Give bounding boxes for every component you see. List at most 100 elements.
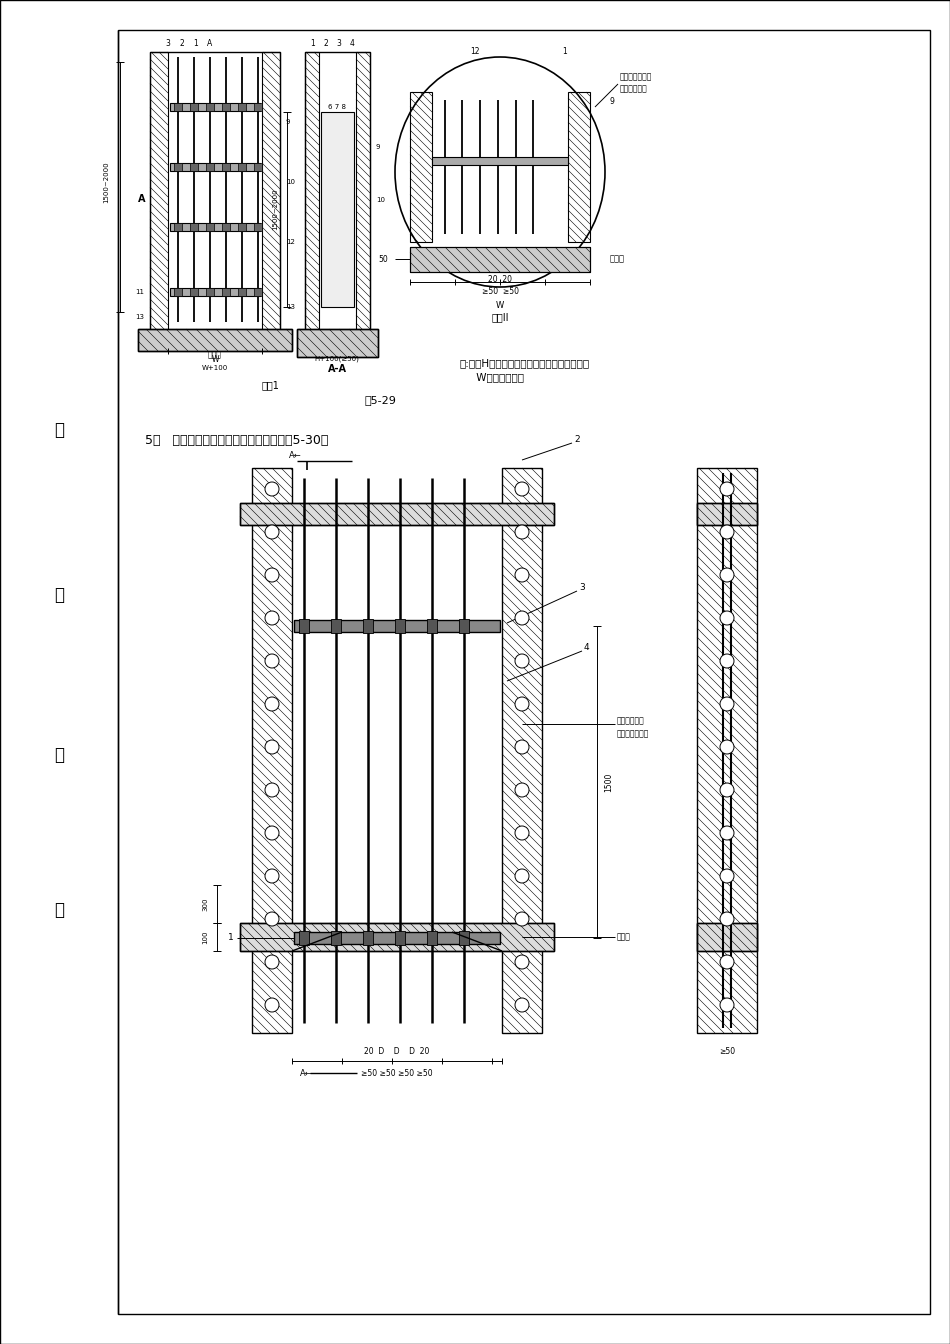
- Bar: [254, 223, 262, 231]
- Bar: [206, 288, 214, 296]
- Text: A←: A←: [289, 452, 302, 461]
- Circle shape: [265, 870, 279, 883]
- Text: 12: 12: [470, 47, 480, 56]
- Bar: [150, 52, 168, 347]
- Bar: [410, 247, 590, 271]
- Text: W+100: W+100: [201, 366, 228, 371]
- Bar: [305, 52, 370, 347]
- Circle shape: [720, 526, 734, 539]
- Circle shape: [515, 913, 529, 926]
- Bar: [294, 620, 500, 632]
- Bar: [297, 329, 378, 358]
- Text: 混凝土: 混凝土: [617, 933, 631, 942]
- Bar: [174, 163, 182, 171]
- Text: A: A: [207, 39, 213, 48]
- Text: 1500: 1500: [604, 773, 614, 792]
- Text: 10: 10: [286, 179, 295, 185]
- Bar: [206, 163, 214, 171]
- Bar: [254, 163, 262, 171]
- Bar: [697, 503, 757, 526]
- Text: 6 7 8: 6 7 8: [328, 103, 346, 110]
- Circle shape: [515, 827, 529, 840]
- Circle shape: [720, 482, 734, 496]
- Bar: [262, 52, 280, 347]
- Circle shape: [720, 741, 734, 754]
- Text: 混凝土: 混凝土: [610, 254, 625, 263]
- Bar: [190, 163, 198, 171]
- Text: ≥50 ≥50 ≥50 ≥50: ≥50 ≥50 ≥50 ≥50: [361, 1068, 433, 1078]
- Text: 3: 3: [336, 39, 341, 48]
- Text: 火填料或石棉绳: 火填料或石棉绳: [617, 728, 650, 738]
- Circle shape: [720, 569, 734, 582]
- Text: 1500~2000: 1500~2000: [103, 161, 109, 203]
- Text: H+100(≥50): H+100(≥50): [314, 356, 359, 363]
- Circle shape: [720, 870, 734, 883]
- Text: 11: 11: [135, 289, 144, 294]
- Text: 13: 13: [135, 314, 144, 320]
- Text: 1: 1: [562, 47, 567, 56]
- Text: 内: 内: [54, 746, 64, 763]
- Bar: [206, 103, 214, 112]
- Circle shape: [515, 526, 529, 539]
- Text: 2: 2: [324, 39, 329, 48]
- Bar: [568, 91, 590, 242]
- Circle shape: [720, 956, 734, 969]
- Bar: [150, 52, 280, 347]
- Bar: [331, 620, 341, 633]
- Bar: [118, 30, 930, 1314]
- Bar: [238, 223, 246, 231]
- Bar: [138, 329, 292, 351]
- Bar: [174, 223, 182, 231]
- Circle shape: [515, 870, 529, 883]
- Bar: [170, 103, 260, 112]
- Bar: [697, 923, 757, 952]
- Text: 1: 1: [311, 39, 315, 48]
- Bar: [206, 223, 214, 231]
- Circle shape: [515, 698, 529, 711]
- Text: W: W: [211, 356, 218, 364]
- Circle shape: [720, 999, 734, 1012]
- Text: A: A: [139, 194, 145, 204]
- Circle shape: [265, 569, 279, 582]
- Bar: [190, 288, 198, 296]
- Bar: [222, 223, 230, 231]
- Bar: [174, 288, 182, 296]
- Circle shape: [265, 655, 279, 668]
- Circle shape: [265, 999, 279, 1012]
- Text: 13: 13: [286, 304, 295, 310]
- Text: A←: A←: [300, 1068, 313, 1078]
- Text: 12: 12: [286, 239, 294, 245]
- Bar: [238, 103, 246, 112]
- Text: 填料或石棉绳: 填料或石棉绳: [620, 85, 648, 94]
- Text: 20  D    D    D  20: 20 D D D 20: [364, 1047, 429, 1055]
- Text: 9: 9: [286, 120, 291, 125]
- Text: 方案1: 方案1: [261, 380, 279, 390]
- Circle shape: [265, 482, 279, 496]
- Circle shape: [515, 784, 529, 797]
- Text: 1: 1: [194, 39, 199, 48]
- Text: 300: 300: [202, 898, 208, 911]
- Text: 注:图中H表示电缆桥架、封闭式母线等高度，: 注:图中H表示电缆桥架、封闭式母线等高度，: [460, 358, 590, 368]
- Circle shape: [265, 827, 279, 840]
- Text: 管口内封堵防火: 管口内封堵防火: [620, 73, 653, 82]
- Bar: [222, 103, 230, 112]
- Bar: [395, 931, 405, 945]
- Text: 防水台: 防水台: [208, 351, 222, 359]
- Text: 方案II: 方案II: [491, 312, 509, 323]
- Text: ≥50: ≥50: [719, 1047, 735, 1055]
- Bar: [410, 247, 590, 271]
- Circle shape: [265, 913, 279, 926]
- Text: 图5-29: 图5-29: [364, 395, 396, 405]
- Bar: [138, 329, 292, 351]
- Circle shape: [265, 956, 279, 969]
- Bar: [222, 163, 230, 171]
- Bar: [697, 468, 757, 1034]
- Text: 交: 交: [54, 421, 64, 439]
- Bar: [240, 923, 554, 952]
- Circle shape: [515, 612, 529, 625]
- Text: 4: 4: [584, 644, 590, 652]
- Bar: [240, 503, 554, 526]
- Bar: [432, 157, 568, 165]
- Bar: [697, 503, 757, 526]
- Circle shape: [515, 655, 529, 668]
